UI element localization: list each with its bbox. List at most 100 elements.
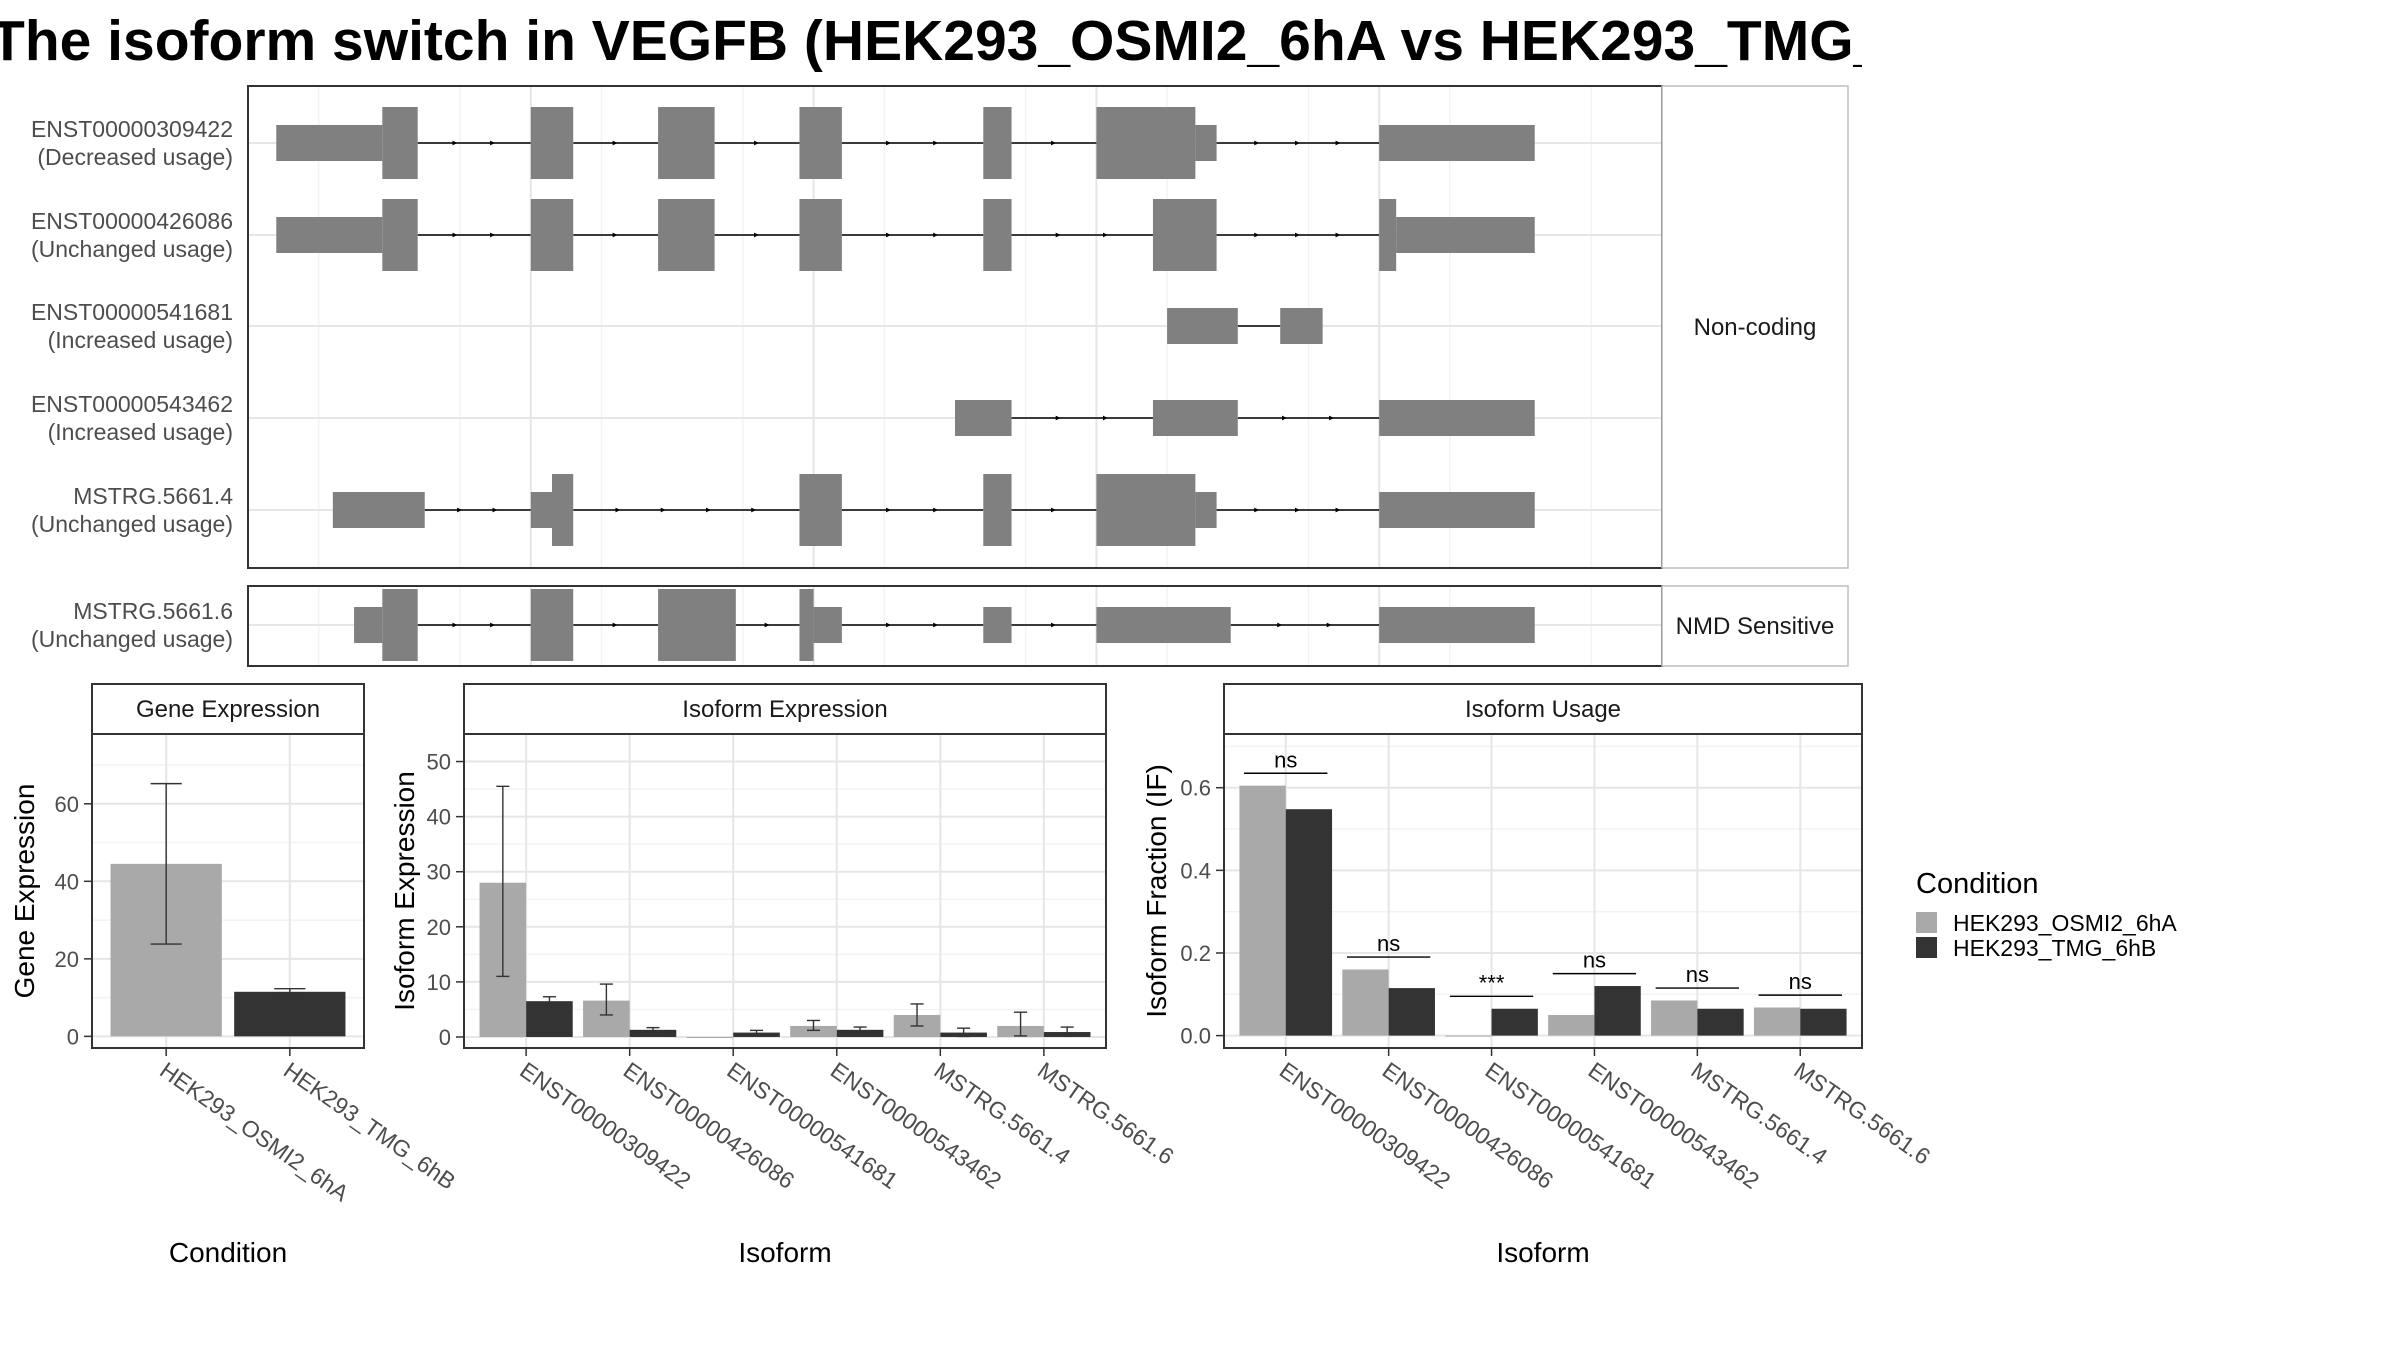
x-axis-title: Condition <box>169 1237 287 1268</box>
exon-utr <box>1195 492 1217 528</box>
y-axis-title: Gene Expression <box>9 784 40 999</box>
exon-cds <box>799 107 842 179</box>
bar <box>1491 1008 1538 1036</box>
isoform-status-label: (Unchanged usage) <box>31 236 233 262</box>
exon-cds <box>658 199 715 271</box>
x-tick-label: ENST00000426086 <box>1378 1057 1558 1194</box>
isoform-status-label: (Increased usage) <box>48 327 233 353</box>
x-tick-label: ENST00000426086 <box>619 1057 799 1194</box>
isoform-status-label: (Unchanged usage) <box>31 511 233 537</box>
isoform-id-label: ENST00000309422 <box>31 116 233 142</box>
legend-label: HEK293_OSMI2_6hA <box>1953 910 2177 936</box>
bar <box>1697 1008 1744 1036</box>
y-tick-label: 0.4 <box>1180 858 1211 883</box>
title-clip: The isoform switch in VEGFB (HEK293_OSMI… <box>0 0 1862 80</box>
y-tick-label: 0 <box>67 1024 79 1049</box>
isoform-track <box>276 107 1535 179</box>
y-tick-label: 50 <box>427 750 451 775</box>
y-tick-label: 40 <box>55 869 79 894</box>
bar <box>1445 1035 1492 1037</box>
exon-utr <box>1152 400 1238 436</box>
y-tick-label: 0.2 <box>1180 941 1211 966</box>
isoform-status-label: (Decreased usage) <box>37 144 233 170</box>
exon-utr <box>955 400 1012 436</box>
bar <box>1239 785 1286 1036</box>
y-tick-label: 20 <box>427 915 451 940</box>
structure-facet: Non-coding <box>247 85 1849 569</box>
panel-title: Isoform Expression <box>682 696 887 723</box>
structure-facet: NMD Sensitive <box>247 585 1849 667</box>
exon-cds <box>1379 199 1397 271</box>
exon-utr <box>1379 607 1535 643</box>
exon-utr <box>332 492 425 528</box>
exon-cds <box>530 107 574 179</box>
facet-strip-label: Non-coding <box>1694 314 1817 341</box>
facet-strip-label: NMD Sensitive <box>1676 613 1835 640</box>
isoform-id-label: ENST00000543462 <box>31 391 233 417</box>
isoform-track <box>1167 308 1323 344</box>
exon-cds <box>382 107 418 179</box>
y-tick-label: 10 <box>427 970 451 995</box>
exon-cds <box>983 199 1012 271</box>
x-tick-label: ENST00000543462 <box>1584 1057 1764 1194</box>
y-tick-label: 40 <box>427 805 451 830</box>
legend-swatch <box>1916 912 1937 933</box>
significance-label: *** <box>1479 970 1505 995</box>
isoform-id-label: ENST00000541681 <box>31 299 233 325</box>
facet-strip <box>1661 85 1849 569</box>
y-tick-label: 0.6 <box>1180 776 1211 801</box>
x-tick-label: ENST00000309422 <box>1275 1057 1455 1194</box>
exon-utr <box>1379 125 1535 161</box>
figure-title: The isoform switch in VEGFB (HEK293_OSMI… <box>0 9 1862 73</box>
significance-label: ns <box>1789 969 1812 994</box>
panel-title: Isoform Usage <box>1465 696 1621 723</box>
bar <box>1548 1014 1595 1036</box>
isoform-track <box>276 199 1535 271</box>
panel-strip <box>1223 683 1863 735</box>
bar <box>686 1036 734 1038</box>
legend-label: HEK293_TMG_6hB <box>1953 935 2156 961</box>
bar <box>836 1029 884 1037</box>
x-tick-label: ENST00000541681 <box>722 1057 902 1194</box>
isoform-id-label: MSTRG.5661.4 <box>73 483 233 509</box>
bar <box>1342 969 1389 1036</box>
y-axis-title: Isoform Expression <box>389 771 420 1011</box>
exon-utr <box>354 607 383 643</box>
y-tick-label: 0.0 <box>1180 1024 1211 1049</box>
exon-utr <box>1379 400 1535 436</box>
bar-panel-isoform-usage: ns ns *** ns ns ns Isoform Usage 0.0 0.2 0.4 0.6 EN… <box>1141 683 1935 1268</box>
isoform-track <box>955 400 1535 436</box>
exon-cds <box>799 589 814 661</box>
exon-cds <box>983 107 1012 179</box>
bar <box>1800 1008 1847 1036</box>
exon-cds <box>658 107 715 179</box>
isoform-track <box>332 474 1535 546</box>
bar <box>629 1029 677 1037</box>
isoform-status-label: (Unchanged usage) <box>31 626 233 652</box>
exon-cds <box>799 474 842 546</box>
x-tick-label: ENST00000541681 <box>1481 1057 1661 1194</box>
bar-panel-isoform-expression: Isoform Expression 0 10 20 30 40 50 ENST0000030… <box>389 683 1179 1268</box>
bar <box>1651 1000 1698 1036</box>
bar <box>1753 1007 1801 1036</box>
significance-label: ns <box>1274 747 1297 772</box>
exon-cds <box>799 199 842 271</box>
exon-utr <box>1379 492 1535 528</box>
legend-swatch <box>1916 937 1937 958</box>
isoform-id-label: ENST00000426086 <box>31 208 233 234</box>
exon-utr <box>530 492 553 528</box>
panel-border <box>463 733 1107 1049</box>
exon-utr <box>1167 308 1238 344</box>
x-tick-label: ENST00000309422 <box>515 1057 695 1194</box>
exon-utr <box>276 217 383 253</box>
exon-utr <box>1396 217 1535 253</box>
exon-utr <box>1195 125 1217 161</box>
significance-label: ns <box>1686 962 1709 987</box>
bar <box>1594 986 1641 1036</box>
y-tick-label: 30 <box>427 860 451 885</box>
exon-cds <box>382 589 418 661</box>
exon-utr <box>1280 308 1323 344</box>
y-tick-label: 0 <box>439 1025 451 1050</box>
exon-cds <box>658 589 736 661</box>
